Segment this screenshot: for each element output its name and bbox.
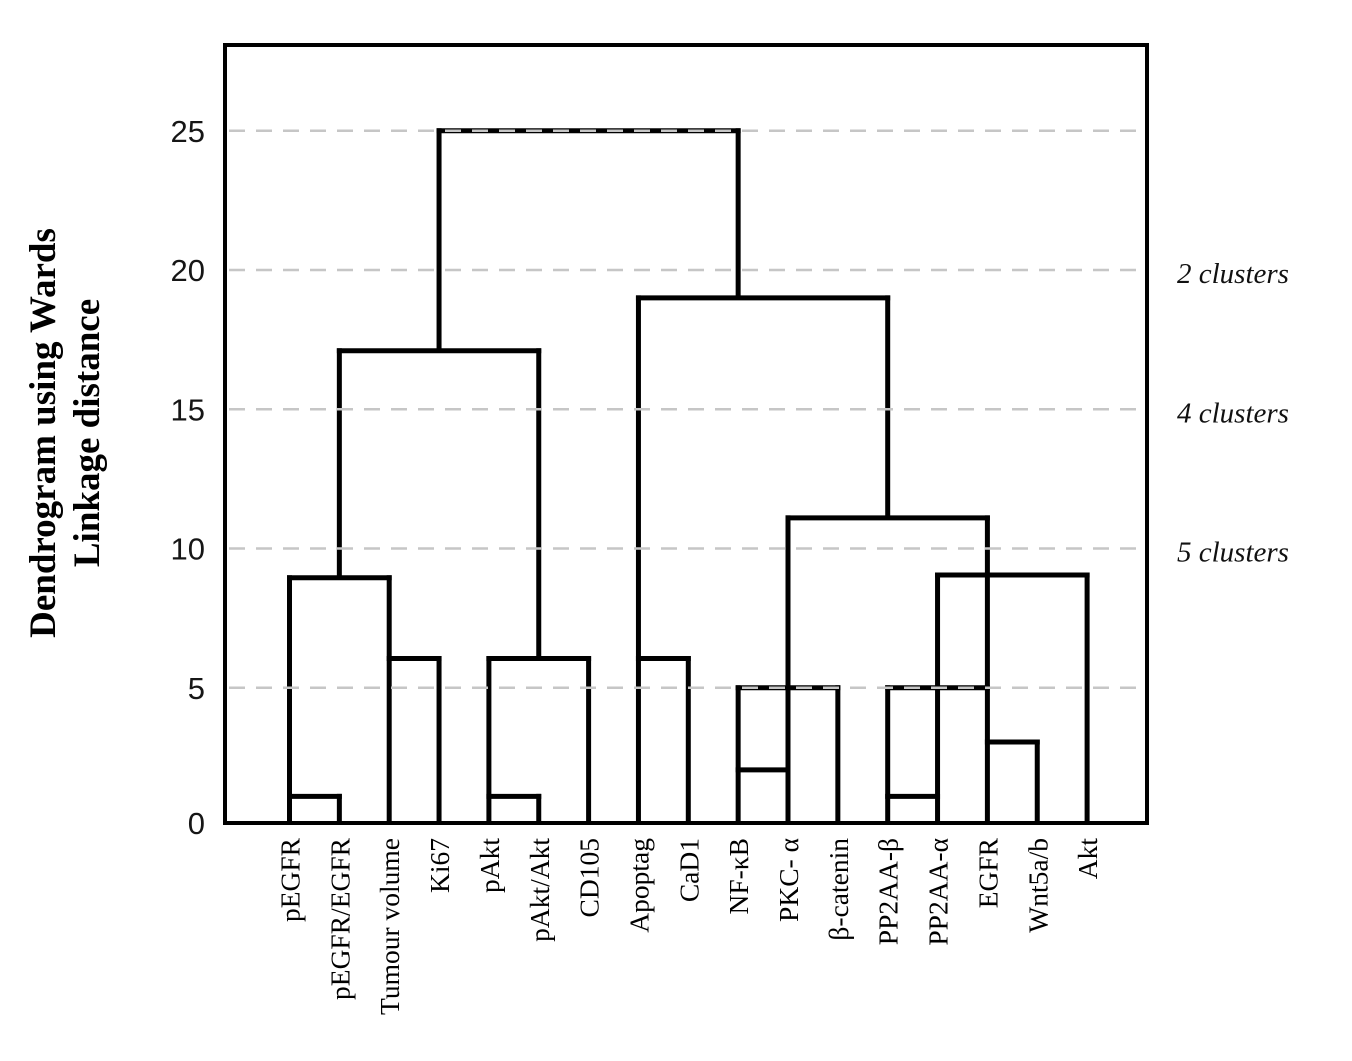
x-axis-leaf-label: PP2AA-α <box>923 838 954 946</box>
x-axis-leaf-label: PP2AA-β <box>873 838 904 945</box>
y-axis-title-line1: Dendrogram using Wards <box>23 228 64 638</box>
x-axis-leaf-label: pEGFR/EGFR <box>324 837 355 1000</box>
y-tick-label: 25 <box>171 114 205 149</box>
x-axis-leaf-label: pEGFR <box>275 837 306 922</box>
x-axis-leaf-label: NF-κB <box>723 838 754 915</box>
x-axis-leaf-label: Ki67 <box>424 838 455 893</box>
x-axis-leaf-label: Apoptag <box>623 838 654 933</box>
plot-border <box>223 43 1149 825</box>
x-axis-leaf-label: CaD1 <box>673 838 704 902</box>
x-axis-leaf-label: β-catenin <box>823 838 854 941</box>
x-axis-leaf-label: PKC- α <box>773 838 804 922</box>
cluster-count-annotation: 2 clusters <box>1177 258 1289 290</box>
y-tick-label: 10 <box>171 532 205 567</box>
x-axis-leaf-label: EGFR <box>972 837 1003 908</box>
cluster-count-annotation: 5 clusters <box>1177 537 1289 569</box>
y-tick-label: 20 <box>171 253 205 288</box>
cluster-count-annotation: 4 clusters <box>1177 397 1289 429</box>
x-axis-leaf-label: pAkt/Akt <box>524 838 555 942</box>
x-axis-leaf-label: pAkt <box>474 838 505 893</box>
y-axis-title-line2: Linkage distance <box>67 299 108 567</box>
x-axis-leaf-label: Wnt5a/b <box>1022 838 1053 933</box>
y-tick-label: 5 <box>188 671 205 706</box>
x-axis-leaf-label: Akt <box>1072 838 1103 880</box>
x-axis-leaf-label: Tumour volume <box>374 838 405 1015</box>
y-tick-label: 15 <box>171 392 205 427</box>
y-tick-label: 0 <box>188 806 205 841</box>
x-axis-leaf-label: CD105 <box>574 838 605 917</box>
